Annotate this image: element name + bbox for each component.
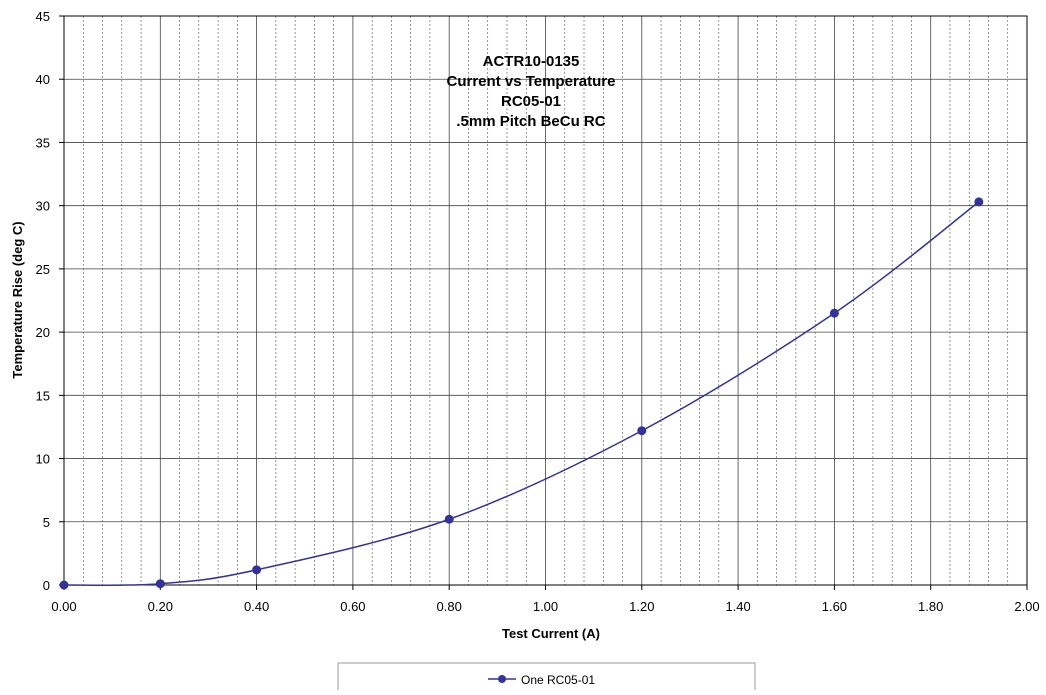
y-tick-label: 0 xyxy=(43,578,50,593)
chart-title-line: .5mm Pitch BeCu RC xyxy=(456,113,605,130)
series-line xyxy=(63,201,980,586)
x-axis-label: Test Current (A) xyxy=(502,626,600,641)
chart-title: ACTR10-0135 Current vs Temperature RC05-01… xyxy=(447,53,616,130)
y-tick-label: 20 xyxy=(36,325,50,340)
legend-label: One RC05-01 xyxy=(521,673,595,687)
data-point-marker xyxy=(444,514,454,524)
y-axis-ticks: 0 5 10 15 20 25 30 35 40 45 xyxy=(36,9,64,593)
x-tick-label: 0.60 xyxy=(340,599,365,614)
y-axis-label: Temperature Rise (deg C) xyxy=(10,221,25,378)
legend: One RC05-01 xyxy=(337,662,756,695)
x-tick-label: 1.60 xyxy=(822,599,847,614)
x-tick-label: 0.80 xyxy=(437,599,462,614)
x-axis-ticks: 0.00 0.20 0.40 0.60 0.80 1.00 1.20 1.40 1.60 1.80… xyxy=(51,585,1040,614)
minor-gridlines xyxy=(82,16,1009,585)
x-tick-label: 2.00 xyxy=(1014,599,1039,614)
y-tick-label: 40 xyxy=(36,72,50,87)
y-tick-label: 45 xyxy=(36,9,50,24)
x-tick-label: 1.40 xyxy=(725,599,750,614)
data-point-marker xyxy=(829,308,839,318)
y-tick-label: 15 xyxy=(36,388,50,403)
legend-marker-swatch xyxy=(498,675,506,683)
x-tick-label: 0.20 xyxy=(148,599,173,614)
data-point-marker xyxy=(637,426,647,436)
y-tick-label: 30 xyxy=(36,199,50,214)
data-point-marker xyxy=(155,579,165,589)
major-gridlines xyxy=(64,16,1027,585)
chart-title-line: RC05-01 xyxy=(501,93,561,110)
x-tick-label: 1.80 xyxy=(918,599,943,614)
chart-title-line: Current vs Temperature xyxy=(447,73,616,90)
y-tick-label: 10 xyxy=(36,452,50,467)
x-tick-label: 1.20 xyxy=(629,599,654,614)
x-tick-label: 0.40 xyxy=(244,599,269,614)
data-point-marker xyxy=(974,197,984,207)
y-tick-label: 25 xyxy=(36,262,50,277)
y-tick-label: 5 xyxy=(43,515,50,530)
data-point-marker xyxy=(252,565,262,575)
y-tick-label: 35 xyxy=(36,135,50,150)
series-layer xyxy=(59,197,984,590)
x-tick-label: 1.00 xyxy=(533,599,558,614)
x-tick-label: 0.00 xyxy=(51,599,76,614)
data-point-marker xyxy=(59,580,69,590)
chart-title-line: ACTR10-0135 xyxy=(483,53,580,70)
